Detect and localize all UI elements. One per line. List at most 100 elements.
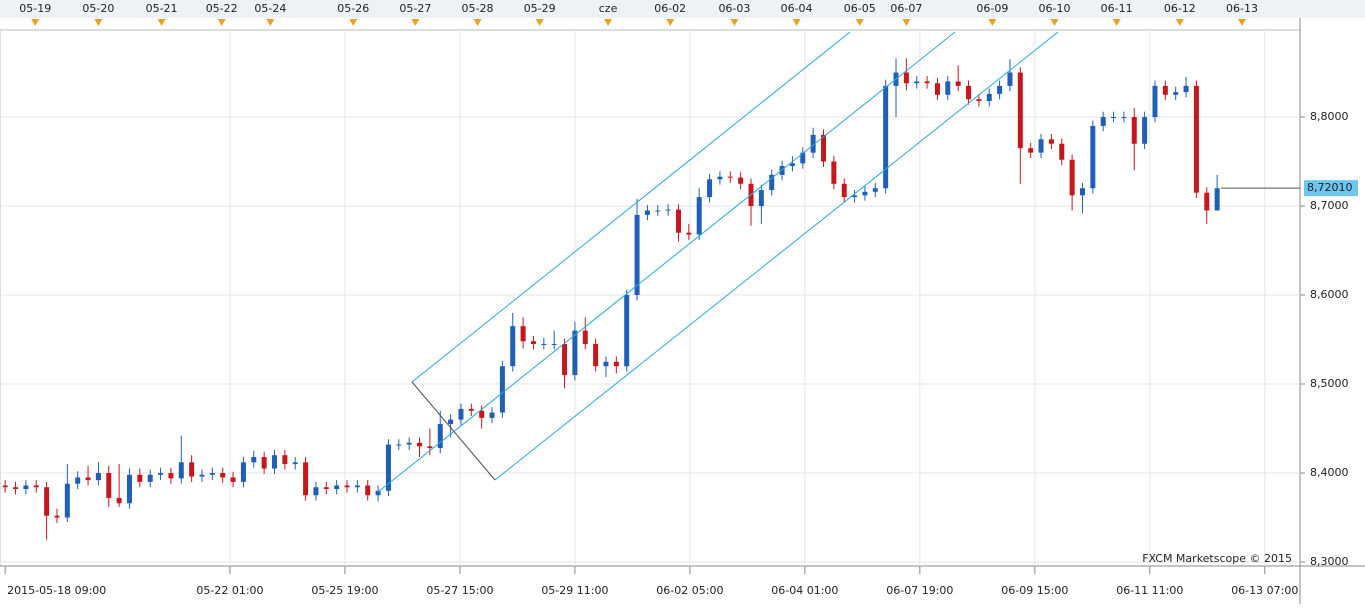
date-label: 06-02 — [654, 2, 686, 15]
candle-body — [738, 177, 744, 184]
candle-body — [1193, 85, 1199, 193]
candle-body — [95, 473, 101, 481]
date-marker — [473, 19, 482, 26]
plot-area — [0, 29, 1301, 567]
candle-body — [199, 474, 205, 477]
current-price-label: 8,72010 — [1307, 181, 1353, 194]
date-label: 06-07 — [890, 2, 922, 15]
candle-body — [934, 83, 940, 95]
candle-body — [1162, 85, 1168, 95]
date-marker — [157, 19, 166, 26]
candle-body — [613, 361, 619, 367]
date-marker — [217, 19, 226, 26]
candle-body — [272, 455, 278, 469]
candle-body — [396, 444, 402, 446]
candle-body — [106, 473, 112, 498]
candle-body — [1059, 143, 1065, 160]
candle-body — [365, 485, 371, 496]
candle-body — [13, 487, 19, 490]
candle-body — [810, 134, 816, 153]
candle-body — [831, 161, 837, 184]
date-label: 05-27 — [399, 2, 431, 15]
candle-body — [997, 85, 1003, 94]
candle-body — [240, 462, 246, 482]
candle-body — [1100, 117, 1106, 126]
candle-body — [872, 188, 878, 192]
candle-body — [417, 442, 423, 447]
candle-body — [1183, 85, 1189, 93]
y-tick-label: 8,6000 — [1310, 288, 1349, 301]
candle-body — [955, 81, 961, 86]
date-marker — [266, 19, 275, 26]
date-label: 06-13 — [1226, 2, 1258, 15]
candle-body — [344, 485, 350, 488]
date-label: 05-22 — [206, 2, 238, 15]
candle-body — [251, 456, 257, 463]
candle-body — [603, 361, 609, 367]
candle-body — [707, 179, 713, 198]
date-label: 06-12 — [1164, 2, 1196, 15]
candle-body — [354, 485, 360, 488]
candle-body — [64, 483, 70, 518]
candle-body — [634, 214, 640, 296]
candle-body — [1028, 148, 1034, 153]
x-tick-label: 05-25 19:00 — [311, 584, 378, 597]
candle-body — [986, 93, 992, 102]
date-marker — [792, 19, 801, 26]
x-tick-label: 06-07 19:00 — [886, 584, 953, 597]
candle-body — [209, 473, 215, 475]
candle-body — [261, 456, 267, 469]
watermark: FXCM Marketscope © 2015 — [1142, 552, 1292, 565]
date-label: 06-03 — [718, 2, 750, 15]
date-label: 06-09 — [976, 2, 1008, 15]
x-tick-label: 05-22 01:00 — [196, 584, 263, 597]
candle-body — [479, 410, 485, 418]
candle-body — [717, 176, 723, 180]
candle-body — [85, 477, 91, 481]
candle-body — [2, 485, 8, 488]
y-tick-label: 8,7000 — [1310, 199, 1349, 212]
candle-body — [1214, 188, 1220, 211]
candle-body — [489, 412, 495, 418]
candle-body — [230, 477, 236, 482]
date-marker — [535, 19, 544, 26]
candle-body — [924, 81, 930, 84]
regression-channel — [377, 31, 1059, 493]
candle-body — [427, 446, 433, 449]
candle-body — [821, 134, 827, 162]
x-tick-label: 06-04 01:00 — [771, 584, 838, 597]
candle-body — [852, 195, 858, 198]
candle-body — [582, 330, 588, 344]
candle-body — [468, 408, 474, 411]
candle-body — [313, 487, 319, 496]
date-label: 05-29 — [524, 2, 556, 15]
date-marker — [855, 19, 864, 26]
candle-body — [976, 99, 982, 102]
candle-body — [158, 473, 164, 475]
candle-body — [914, 81, 920, 84]
candle-body — [510, 326, 516, 367]
candle-body — [562, 343, 568, 376]
candle-body — [800, 152, 806, 164]
date-marker — [1112, 19, 1121, 26]
date-label: 05-24 — [254, 2, 286, 15]
candle-body — [499, 366, 505, 413]
candle-body — [789, 163, 795, 166]
candle-body — [1131, 117, 1137, 144]
candle-body — [696, 197, 702, 235]
candle-body — [1173, 92, 1179, 95]
date-marker — [349, 19, 358, 26]
candle-body — [75, 477, 81, 484]
candle-body — [44, 487, 50, 516]
candle-body — [862, 191, 868, 196]
date-label: 05-19 — [19, 2, 51, 15]
candle-body — [686, 232, 692, 235]
candle-body — [572, 330, 578, 376]
candle-body — [945, 81, 951, 95]
date-marker — [730, 19, 739, 26]
candle-body — [624, 295, 630, 367]
candle-body — [334, 485, 340, 490]
x-tick-label: 06-09 15:00 — [1001, 584, 1068, 597]
candle-body — [903, 72, 909, 84]
